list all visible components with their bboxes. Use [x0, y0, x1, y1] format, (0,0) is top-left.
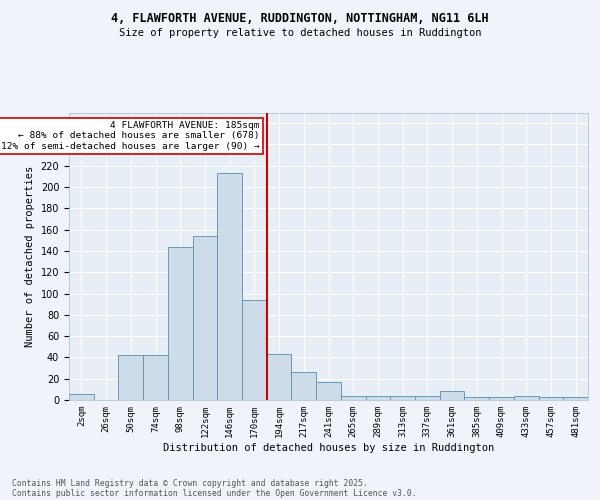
Bar: [143, 356, 168, 400]
Bar: [341, 396, 365, 400]
Text: Contains HM Land Registry data © Crown copyright and database right 2025.: Contains HM Land Registry data © Crown c…: [12, 478, 368, 488]
Bar: [390, 396, 415, 400]
Bar: [440, 392, 464, 400]
Bar: [316, 382, 341, 400]
Bar: [69, 394, 94, 400]
Bar: [365, 396, 390, 400]
Bar: [217, 173, 242, 400]
Text: 4, FLAWFORTH AVENUE, RUDDINGTON, NOTTINGHAM, NG11 6LH: 4, FLAWFORTH AVENUE, RUDDINGTON, NOTTING…: [111, 12, 489, 26]
Bar: [489, 397, 514, 400]
Bar: [118, 356, 143, 400]
Bar: [267, 354, 292, 400]
Bar: [464, 397, 489, 400]
Bar: [242, 300, 267, 400]
Bar: [193, 236, 217, 400]
Y-axis label: Number of detached properties: Number of detached properties: [25, 166, 35, 347]
Bar: [415, 396, 440, 400]
Text: 4 FLAWFORTH AVENUE: 185sqm
← 88% of detached houses are smaller (678)
12% of sem: 4 FLAWFORTH AVENUE: 185sqm ← 88% of deta…: [1, 121, 259, 151]
Bar: [168, 246, 193, 400]
Text: Contains public sector information licensed under the Open Government Licence v3: Contains public sector information licen…: [12, 488, 416, 498]
Bar: [539, 397, 563, 400]
Bar: [514, 396, 539, 400]
Bar: [292, 372, 316, 400]
Bar: [563, 397, 588, 400]
Text: Size of property relative to detached houses in Ruddington: Size of property relative to detached ho…: [119, 28, 481, 38]
X-axis label: Distribution of detached houses by size in Ruddington: Distribution of detached houses by size …: [163, 442, 494, 452]
